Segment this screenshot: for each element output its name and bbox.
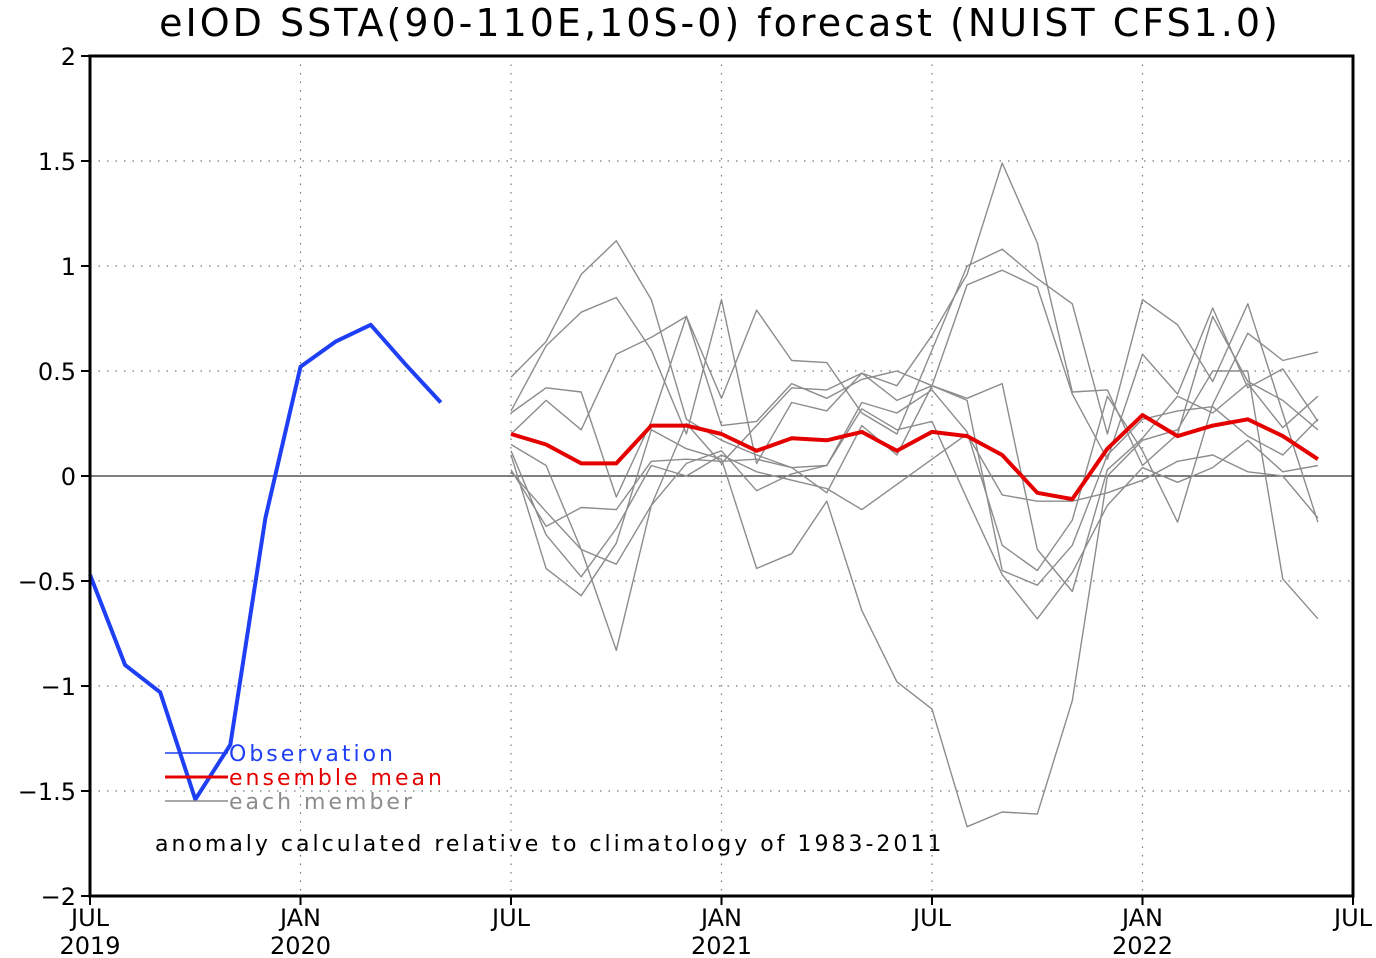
- y-tick-label: −0.5: [18, 568, 76, 596]
- gridlines: [90, 56, 1353, 896]
- member-line: [510, 372, 1319, 593]
- member-line: [510, 385, 1319, 586]
- x-tick-month-label: JAN: [1120, 904, 1163, 932]
- observation-line: [88, 322, 443, 802]
- y-tick-label: 0: [61, 463, 76, 491]
- member-series: [510, 162, 1319, 828]
- member-line: [510, 408, 1319, 651]
- y-tick-label: 2: [61, 43, 76, 71]
- x-tick-year-label: 2021: [691, 932, 752, 958]
- member-line: [510, 248, 1319, 523]
- y-tick-label: 1: [61, 253, 76, 281]
- member-line: [510, 269, 1319, 460]
- legend-label: each member: [229, 790, 415, 815]
- x-tick-year-label: 2019: [59, 932, 120, 958]
- x-tick-month-label: JUL: [911, 904, 952, 932]
- ensemble-mean-line: [510, 413, 1319, 502]
- legend-label: Observation: [229, 742, 396, 767]
- x-tick-year-label: 2020: [270, 932, 331, 958]
- x-tick-month-label: JUL: [1332, 904, 1373, 932]
- member-line: [510, 162, 1319, 467]
- member-line: [510, 240, 1319, 572]
- chart-title: eIOD SSTA(90-110E,10S-0) forecast (NUIST…: [159, 1, 1281, 45]
- x-tick-month-label: JUL: [69, 904, 110, 932]
- plot-frame: [88, 54, 1355, 898]
- main-series: [88, 322, 1319, 802]
- climatology-note: anomaly calculated relative to climatolo…: [155, 832, 944, 857]
- x-tick-year-label: 2022: [1112, 932, 1173, 958]
- y-tick-label: −2: [41, 883, 76, 911]
- y-axis: 2 1.5 1 0.5 0 −0.5 −1 −1.5 −2: [18, 43, 90, 911]
- y-tick-label: −1.5: [18, 778, 76, 806]
- y-tick-label: 0.5: [38, 358, 76, 386]
- x-tick-month-label: JAN: [278, 904, 321, 932]
- y-tick-label: 1.5: [38, 148, 76, 176]
- x-tick-month-label: JAN: [699, 904, 742, 932]
- y-tick-label: −1: [41, 673, 76, 701]
- x-tick-month-label: JUL: [490, 904, 531, 932]
- member-line: [510, 370, 1319, 828]
- legend-label: ensemble mean: [229, 766, 445, 791]
- member-line: [510, 433, 1319, 578]
